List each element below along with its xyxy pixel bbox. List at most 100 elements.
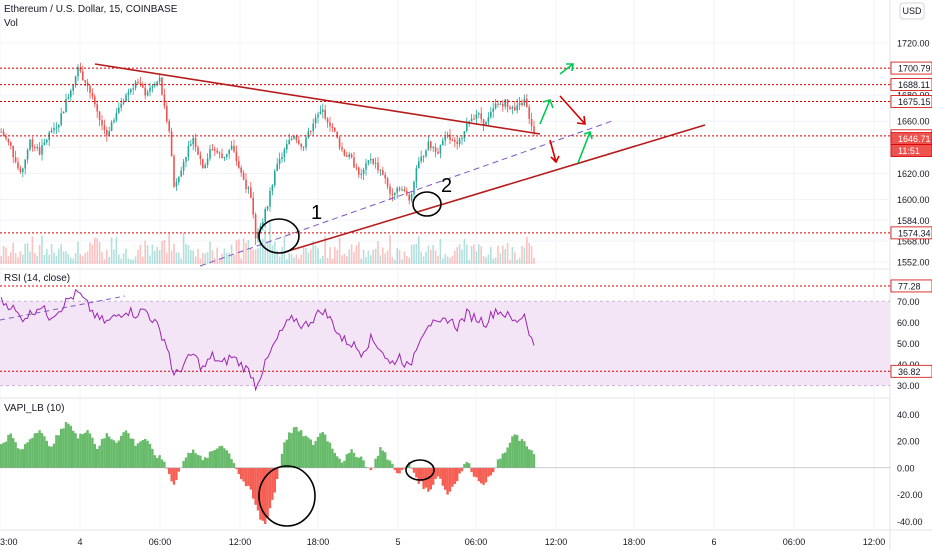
candle[interactable] <box>2 131 5 137</box>
candle[interactable] <box>240 167 242 173</box>
candle[interactable] <box>46 139 48 143</box>
candle[interactable] <box>180 170 182 177</box>
trendlines[interactable] <box>0 63 706 321</box>
candle[interactable] <box>288 139 290 145</box>
candle[interactable] <box>34 147 36 149</box>
candle[interactable] <box>434 147 437 152</box>
candle[interactable] <box>396 188 398 193</box>
candle[interactable] <box>377 162 379 171</box>
candle[interactable] <box>62 111 65 114</box>
candle[interactable] <box>89 85 91 93</box>
candle[interactable] <box>14 157 17 163</box>
candle[interactable] <box>142 84 144 88</box>
candle[interactable] <box>350 154 353 158</box>
candle[interactable] <box>228 149 230 154</box>
candle[interactable] <box>254 214 257 239</box>
candle[interactable] <box>163 94 166 107</box>
candle[interactable] <box>504 99 506 107</box>
candle[interactable] <box>370 158 372 161</box>
candle[interactable] <box>281 156 283 160</box>
candle[interactable] <box>334 127 336 132</box>
candle[interactable] <box>386 178 389 187</box>
candle[interactable] <box>214 149 216 151</box>
candle[interactable] <box>271 185 274 191</box>
candle[interactable] <box>425 150 427 156</box>
candle[interactable] <box>355 167 358 169</box>
candle[interactable] <box>245 179 247 189</box>
candle[interactable] <box>415 168 418 182</box>
candle[interactable] <box>154 83 156 87</box>
candle[interactable] <box>336 131 338 138</box>
vapi-series[interactable] <box>0 422 890 525</box>
price-candles[interactable] <box>0 62 535 245</box>
candle[interactable] <box>454 140 456 142</box>
candle[interactable] <box>29 139 31 150</box>
candle[interactable] <box>173 156 175 187</box>
candle[interactable] <box>7 138 10 143</box>
candle[interactable] <box>206 158 209 165</box>
candle[interactable] <box>77 67 79 77</box>
candle[interactable] <box>5 136 7 139</box>
candle[interactable] <box>329 122 331 127</box>
candle[interactable] <box>463 131 466 139</box>
candle[interactable] <box>451 140 454 142</box>
candle[interactable] <box>65 99 67 112</box>
candle[interactable] <box>211 149 214 151</box>
candle[interactable] <box>384 174 386 179</box>
candle[interactable] <box>487 117 490 122</box>
candle[interactable] <box>67 96 70 100</box>
candle[interactable] <box>456 141 458 144</box>
candle[interactable] <box>247 187 250 189</box>
candle[interactable] <box>526 98 528 107</box>
candle[interactable] <box>161 77 163 95</box>
candle[interactable] <box>38 146 41 155</box>
candle[interactable] <box>204 164 206 169</box>
candle[interactable] <box>502 103 504 107</box>
candle[interactable] <box>422 155 425 157</box>
candle[interactable] <box>278 159 281 165</box>
candle[interactable] <box>365 163 367 170</box>
candle[interactable] <box>521 102 523 105</box>
candle[interactable] <box>55 127 58 129</box>
candle[interactable] <box>158 77 161 82</box>
candle[interactable] <box>326 118 329 123</box>
candle[interactable] <box>60 113 62 125</box>
candle[interactable] <box>274 171 276 186</box>
candle[interactable] <box>230 145 233 150</box>
candle[interactable] <box>314 117 317 124</box>
candle[interactable] <box>458 138 461 144</box>
candle[interactable] <box>341 147 343 150</box>
candle[interactable] <box>130 89 132 93</box>
candle[interactable] <box>322 109 324 112</box>
candle[interactable] <box>324 109 326 119</box>
candle[interactable] <box>497 103 499 105</box>
candle[interactable] <box>185 157 187 162</box>
candle[interactable] <box>238 161 240 168</box>
candle[interactable] <box>290 138 293 140</box>
candle[interactable] <box>151 86 154 88</box>
descending-trendline[interactable] <box>94 63 541 135</box>
candle[interactable] <box>530 118 533 127</box>
candle[interactable] <box>72 84 74 91</box>
rsi-dashed-trendline[interactable] <box>0 295 126 321</box>
candle[interactable] <box>490 111 492 118</box>
candle[interactable] <box>24 159 26 169</box>
candle[interactable] <box>120 103 122 108</box>
candle[interactable] <box>168 121 170 132</box>
candle[interactable] <box>420 156 422 162</box>
candle[interactable] <box>295 136 298 141</box>
currency-button-label[interactable]: USD <box>902 6 922 16</box>
candle[interactable] <box>362 169 365 174</box>
candle[interactable] <box>389 186 391 194</box>
candle[interactable] <box>12 145 14 158</box>
candle[interactable] <box>305 137 307 148</box>
candle[interactable] <box>482 119 485 125</box>
rsi-series[interactable] <box>0 288 535 392</box>
candle[interactable] <box>19 168 22 173</box>
candle[interactable] <box>317 114 319 118</box>
candle[interactable] <box>442 140 444 146</box>
candle[interactable] <box>346 155 348 157</box>
candle[interactable] <box>86 82 89 86</box>
candle[interactable] <box>516 105 518 111</box>
candle[interactable] <box>226 153 228 157</box>
